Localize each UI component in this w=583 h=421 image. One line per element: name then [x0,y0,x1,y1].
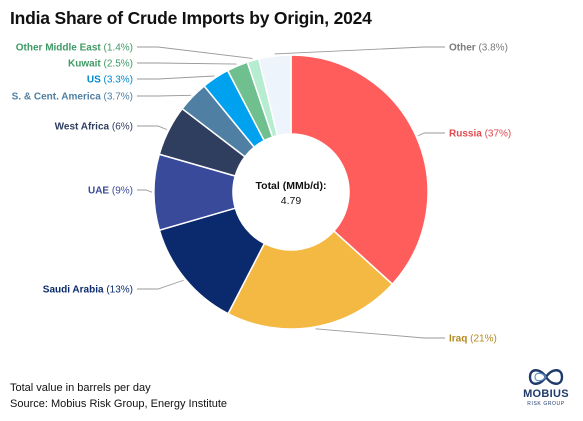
center-total-label: Total (MMb/d): [256,180,327,192]
mobius-logo: MOBIUS RISK GROUP [516,366,576,410]
leader-line-other-middle-east [137,46,253,59]
leader-line-us [137,75,215,80]
footnote-source: Source: Mobius Risk Group, Energy Instit… [10,398,228,410]
chart-title: India Share of Crude Imports by Origin, … [10,8,372,28]
slice-label-uae: UAE (9%) [88,186,133,197]
slice-label-other: Other (3.8%) [449,43,508,54]
slice-label-us: US (3.3%) [87,75,133,86]
leader-line-west-africa [137,125,168,130]
leader-line-other [274,46,445,55]
slice-other [257,54,292,137]
leader-line-kuwait [137,62,237,65]
infinity-logo-icon [528,369,564,385]
leader-line-uae [137,189,153,193]
leader-line-iraq [315,328,445,339]
leader-line-saudi-arabia [137,279,184,290]
footnote-value-note: Total value in barrels per day [10,382,151,394]
slice-label-russia: Russia (37%) [449,129,511,140]
center-total-value: 4.79 [281,195,302,207]
logo-subtitle: RISK GROUP [527,401,565,407]
slice-russia [290,54,429,286]
slice-label-kuwait: Kuwait (2.5%) [68,59,133,70]
logo-name: MOBIUS [523,388,569,400]
slice-label-west-africa: West Africa (6%) [55,122,133,133]
slice-label-saudi-arabia: Saudi Arabia (13%) [43,285,133,296]
slice-iraq [227,229,394,330]
slice-label-other-middle-east: Other Middle East (1.4%) [16,43,133,54]
leader-line-russia [417,132,445,137]
slice-label-iraq: Iraq (21%) [449,334,497,345]
leader-line-s-cent-america [137,94,192,97]
slice-label-s-cent-america: S. & Cent. America (3.7%) [12,92,133,103]
